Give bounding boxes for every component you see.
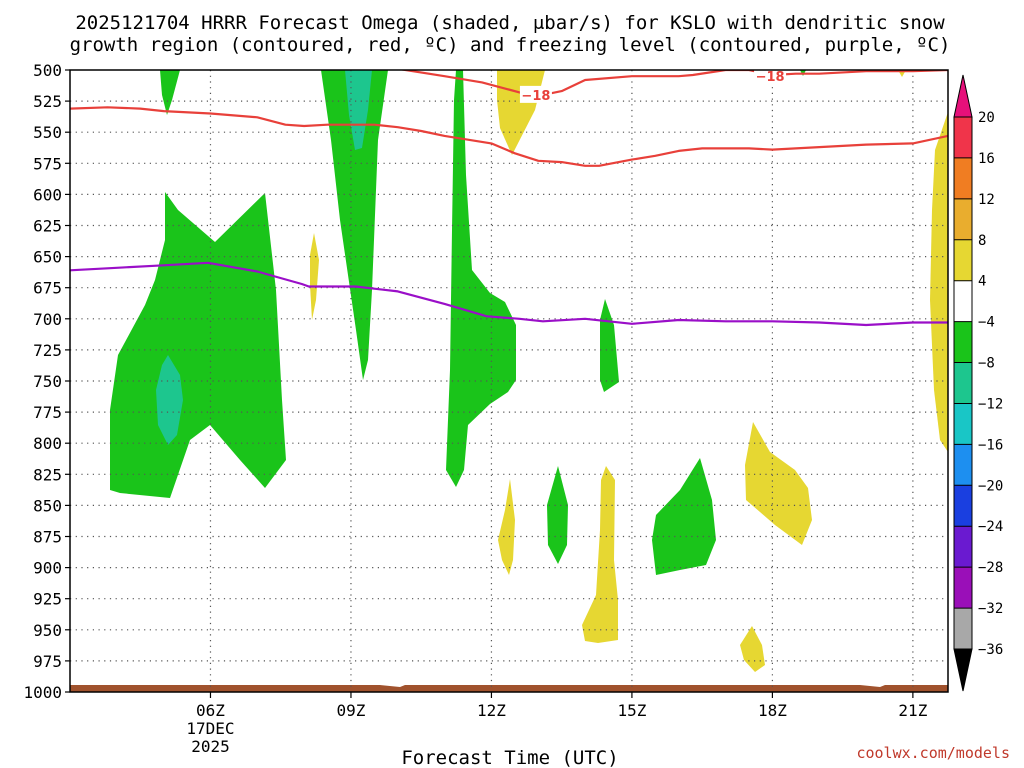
colorbar-label: −28	[978, 560, 1003, 576]
colorbar-swatch	[954, 444, 972, 486]
x-tick-label: 09Z	[337, 701, 366, 720]
x-tick-date: 17DEC	[186, 719, 234, 738]
y-tick-label: 700	[33, 310, 62, 329]
colorbar-label: −4	[978, 315, 995, 331]
y-tick-label: 950	[33, 621, 62, 640]
omega-region-downward-13z-low	[498, 479, 515, 575]
freezing-level-line	[70, 261, 948, 327]
colorbar-label: −32	[978, 601, 1003, 617]
contour-labels: −18 −18	[519, 67, 787, 104]
x-tick-label: 06Z	[196, 701, 225, 720]
colorbar: 20 16 12 8 4 −4 −8 −12 −16 −20 −24 −28 −32 −36	[953, 74, 1003, 692]
credit-text: coolwx.com/models	[856, 744, 1010, 762]
colorbar-top-arrow	[953, 74, 973, 118]
grid-lines	[70, 70, 948, 692]
colorbar-swatch	[954, 117, 972, 159]
omega-region-upward-15z	[600, 299, 619, 392]
y-tick-label: 975	[33, 652, 62, 671]
colorbar-label: −16	[978, 437, 1003, 453]
contour-lines	[70, 70, 948, 327]
colorbar-swatch	[954, 403, 972, 445]
y-tick-label: 800	[33, 434, 62, 453]
colorbar-swatch	[954, 485, 972, 527]
y-tick-label: 775	[33, 403, 62, 422]
y-tick-label: 825	[33, 465, 62, 484]
omega-region-downward-18z-low	[740, 626, 765, 672]
y-tick-label: 625	[33, 217, 62, 236]
colorbar-label: −8	[978, 356, 995, 372]
colorbar-swatch	[954, 608, 972, 650]
omega-region-downward-15z-low	[582, 466, 618, 643]
colorbar-label: 20	[978, 110, 995, 126]
y-tick-label: 850	[33, 496, 62, 515]
colorbar-swatch	[954, 321, 972, 363]
contour-label-bg	[754, 67, 787, 85]
colorbar-swatch	[954, 239, 972, 282]
y-tick-label: 675	[33, 279, 62, 298]
y-axis: 500 525 550 575 600 625 650 675 700 725 750 775 800 8…	[23, 61, 70, 702]
colorbar-label: −12	[978, 396, 1003, 412]
colorbar-label: −36	[978, 642, 1003, 658]
y-tick-label: 650	[33, 248, 62, 267]
y-tick-label: 725	[33, 341, 62, 360]
chart-title-line-2: growth region (contoured, red, ºC) and f…	[70, 34, 951, 56]
y-tick-label: 1000	[23, 683, 62, 702]
colorbar-label: 12	[978, 192, 995, 208]
omega-region-upward-16z	[652, 458, 716, 575]
colorbar-swatch	[954, 280, 972, 323]
omega-region-upward-07z	[110, 192, 286, 498]
omega-region-upward-06z	[160, 70, 180, 115]
dgz-contour-line	[398, 70, 948, 96]
y-tick-label: 900	[33, 559, 62, 578]
y-tick-label: 925	[33, 590, 62, 609]
x-tick-label: 15Z	[617, 701, 646, 720]
colorbar-swatch	[954, 362, 972, 404]
omega-region-strong-upward-10z	[345, 70, 372, 150]
omega-region-downward-18z	[745, 422, 812, 545]
colorbar-swatch	[954, 526, 972, 568]
y-tick-label: 750	[33, 372, 62, 391]
omega-region-downward-21z	[930, 112, 948, 452]
omega-region-upward-10z	[321, 70, 388, 380]
colorbar-label: 4	[978, 274, 986, 290]
contour-label: −18	[521, 89, 550, 104]
omega-shading	[70, 70, 948, 692]
omega-region-strong-upward-06z	[156, 355, 183, 445]
omega-region-upward-12z	[446, 70, 516, 487]
omega-region-downward-13z	[497, 70, 545, 155]
y-tick-label: 875	[33, 528, 62, 547]
colorbar-label: 8	[978, 233, 986, 249]
dgz-contour-line	[70, 106, 948, 167]
y-tick-label: 575	[33, 154, 62, 173]
x-axis-label: Forecast Time (UTC)	[401, 747, 618, 768]
contour-label: −18	[756, 70, 785, 85]
y-tick-label: 525	[33, 92, 62, 111]
colorbar-label: −20	[978, 478, 1003, 494]
y-tick-label: 500	[33, 61, 62, 80]
colorbar-bottom-arrow	[953, 648, 973, 692]
x-tick-year: 2025	[191, 737, 230, 756]
x-tick-label: 21Z	[898, 701, 927, 720]
colorbar-label: −24	[978, 519, 1003, 535]
y-tick-label: 600	[33, 185, 62, 204]
x-tick-label: 18Z	[758, 701, 787, 720]
omega-region-downward-09z	[310, 233, 319, 320]
y-tick-label: 550	[33, 123, 62, 142]
terrain-ground	[70, 685, 948, 692]
chart-title-line-1: 2025121704 HRRR Forecast Omega (shaded, …	[75, 12, 945, 34]
x-tick-label: 12Z	[477, 701, 506, 720]
colorbar-swatch	[954, 567, 972, 609]
omega-region-upward-14z	[547, 466, 568, 564]
colorbar-swatch	[954, 198, 972, 241]
colorbar-label: 16	[978, 151, 995, 167]
contour-label-bg	[519, 85, 552, 103]
colorbar-swatch	[954, 157, 972, 200]
